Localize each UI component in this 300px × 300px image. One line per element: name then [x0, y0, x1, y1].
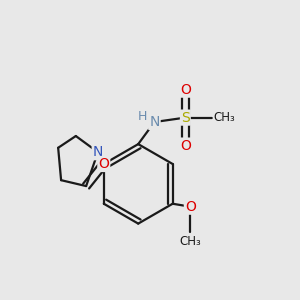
Text: N: N: [93, 145, 103, 159]
Text: O: O: [185, 200, 196, 214]
Text: H: H: [138, 110, 147, 123]
Text: S: S: [181, 111, 190, 124]
Text: CH₃: CH₃: [179, 235, 201, 248]
Text: CH₃: CH₃: [213, 111, 235, 124]
Text: O: O: [180, 82, 191, 97]
Text: O: O: [180, 139, 191, 153]
Text: O: O: [98, 157, 109, 171]
Text: N: N: [149, 115, 160, 129]
